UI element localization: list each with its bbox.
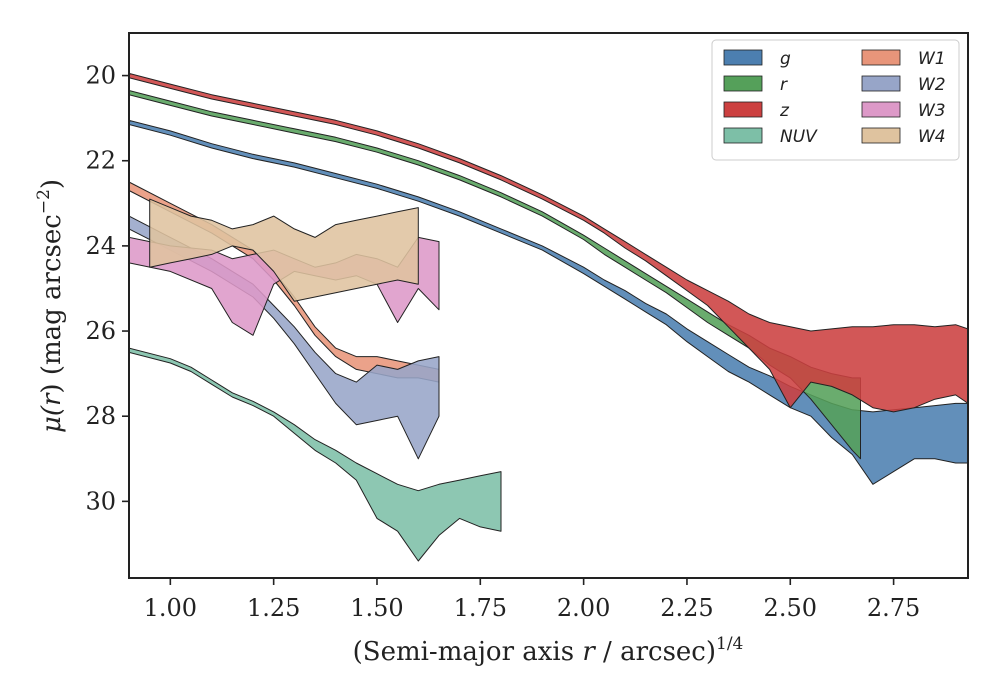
- area-r: [129, 90, 861, 460]
- x-tick-label: 2.00: [557, 594, 610, 622]
- plot-frame: [128, 32, 969, 579]
- area-z: [129, 72, 968, 413]
- series-areas: [129, 72, 968, 562]
- legend-swatch-w2: [861, 75, 901, 92]
- legend-swatch-nuv: [723, 127, 763, 144]
- y-tick-label: 26: [85, 317, 116, 345]
- area-nuv: [129, 347, 502, 562]
- legend-label-nuv: NUV: [780, 127, 818, 147]
- legend-label-g: g: [780, 49, 791, 69]
- legend-swatch-w1: [861, 49, 901, 66]
- legend-label-w3: W3: [918, 101, 946, 121]
- legend-swatch-z: [723, 101, 763, 118]
- x-tick-label: 2.25: [660, 594, 713, 622]
- y-tick-label: 20: [85, 62, 116, 90]
- legend-label-w1: W1: [918, 49, 946, 69]
- y-tick-label: 28: [85, 402, 116, 430]
- x-tick-label: 1.25: [247, 594, 300, 622]
- area-w4: [149, 198, 419, 302]
- x-tick-label: 2.75: [867, 594, 920, 622]
- legend-label-w2: W2: [918, 75, 946, 95]
- area-g: [129, 119, 968, 485]
- x-tick-label: 2.50: [764, 594, 817, 622]
- legend-swatch-g: [723, 49, 763, 66]
- legend: grz NUV W1 W2 W3 W4: [711, 39, 960, 161]
- x-axis-ticks: 1.00 1.25 1.50 1.75 2.00 2.25 2.50 2.75: [144, 578, 920, 622]
- x-tick-label: 1.00: [144, 594, 197, 622]
- y-tick-label: 30: [85, 487, 116, 515]
- legend-label-z: z: [779, 101, 790, 121]
- legend-label-r: r: [780, 75, 788, 95]
- legend-swatch-w3: [861, 101, 901, 118]
- legend-swatch-r: [723, 75, 763, 92]
- y-axis-title: μ(r) (mag arcsec−2): [34, 179, 67, 433]
- x-axis-title: (Semi-major axis r / arcsec)1/4: [353, 634, 744, 667]
- y-tick-label: 24: [85, 232, 116, 260]
- legend-label-w4: W4: [918, 127, 946, 147]
- legend-swatch-w4: [861, 127, 901, 144]
- x-tick-label: 1.75: [454, 594, 507, 622]
- x-tick-label: 1.50: [350, 594, 403, 622]
- y-axis-ticks: 20 22 24 26 28 30: [85, 62, 129, 515]
- y-tick-label: 22: [85, 147, 116, 175]
